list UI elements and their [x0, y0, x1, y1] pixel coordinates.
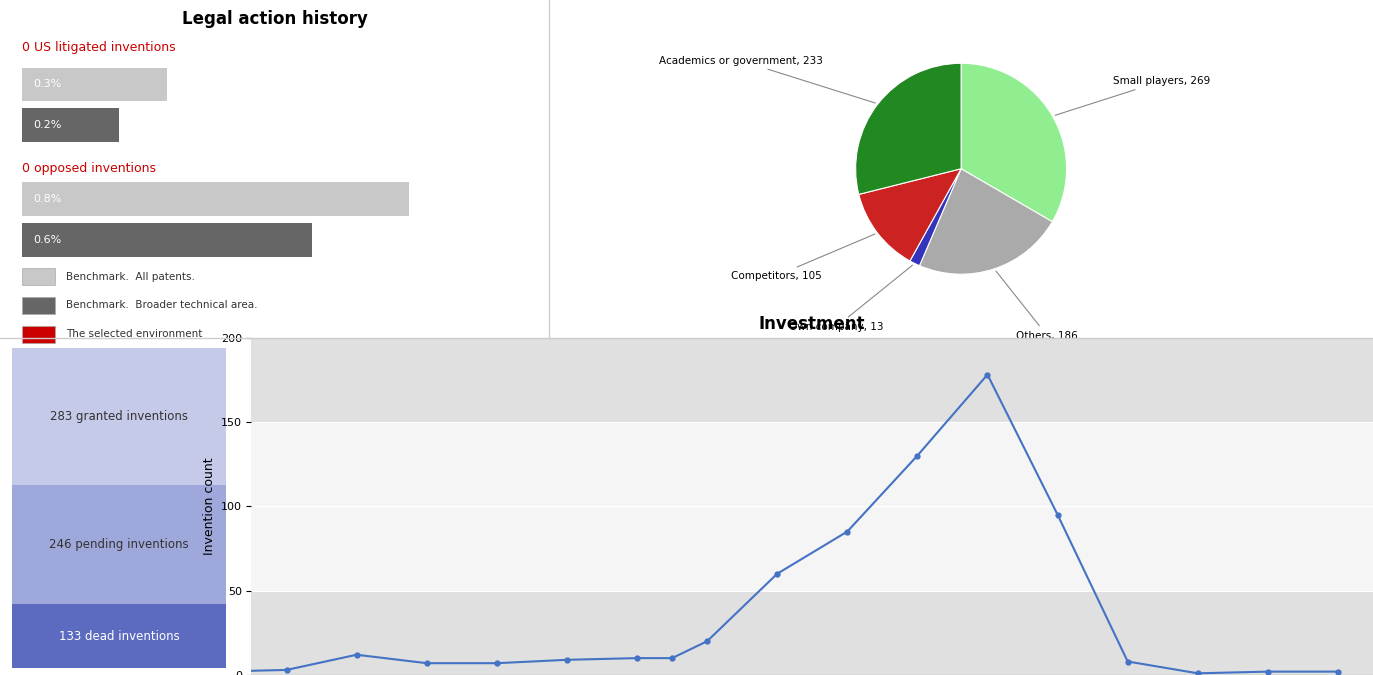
Bar: [12, 348, 227, 485]
Bar: [22, 108, 118, 142]
Wedge shape: [910, 169, 961, 266]
Text: portfolio.: portfolio.: [66, 351, 113, 361]
Bar: [22, 326, 55, 343]
Text: Legal action history: Legal action history: [181, 10, 368, 28]
Wedge shape: [920, 169, 1052, 274]
Text: Benchmark.  Broader technical area.: Benchmark. Broader technical area.: [66, 300, 257, 310]
Text: 0 US litigated inventions: 0 US litigated inventions: [22, 40, 176, 54]
Text: 0.6%: 0.6%: [33, 235, 62, 244]
Bar: [12, 485, 227, 604]
Text: 0.3%: 0.3%: [33, 80, 62, 89]
Bar: [251, 591, 1373, 675]
Title: Investment: Investment: [759, 315, 865, 333]
Text: 246 pending inventions: 246 pending inventions: [49, 538, 188, 551]
Text: Competitors, 105: Competitors, 105: [730, 234, 875, 281]
Text: 0 opposed inventions: 0 opposed inventions: [22, 162, 157, 176]
Bar: [22, 68, 168, 101]
Text: Others, 186: Others, 186: [995, 271, 1078, 341]
Bar: [22, 182, 409, 216]
Bar: [22, 223, 312, 256]
Bar: [22, 297, 55, 314]
Bar: [12, 604, 227, 668]
Text: Benchmark.  All patents.: Benchmark. All patents.: [66, 272, 195, 281]
Text: The selected environment: The selected environment: [66, 329, 202, 339]
Y-axis label: Invention count: Invention count: [203, 458, 217, 555]
Text: 0.2%: 0.2%: [33, 120, 62, 130]
Bar: [22, 269, 55, 285]
Bar: [251, 422, 1373, 591]
Text: 133 dead inventions: 133 dead inventions: [59, 630, 180, 643]
Wedge shape: [961, 63, 1067, 221]
Wedge shape: [855, 63, 961, 194]
Text: 0.8%: 0.8%: [33, 194, 62, 204]
Text: Academics or government, 233: Academics or government, 233: [659, 55, 876, 103]
Text: Small players, 269: Small players, 269: [1056, 76, 1211, 115]
Text: Own company, 13: Own company, 13: [789, 265, 913, 331]
Wedge shape: [858, 169, 961, 261]
Bar: [251, 338, 1373, 422]
Text: 283 granted inventions: 283 granted inventions: [49, 410, 188, 423]
